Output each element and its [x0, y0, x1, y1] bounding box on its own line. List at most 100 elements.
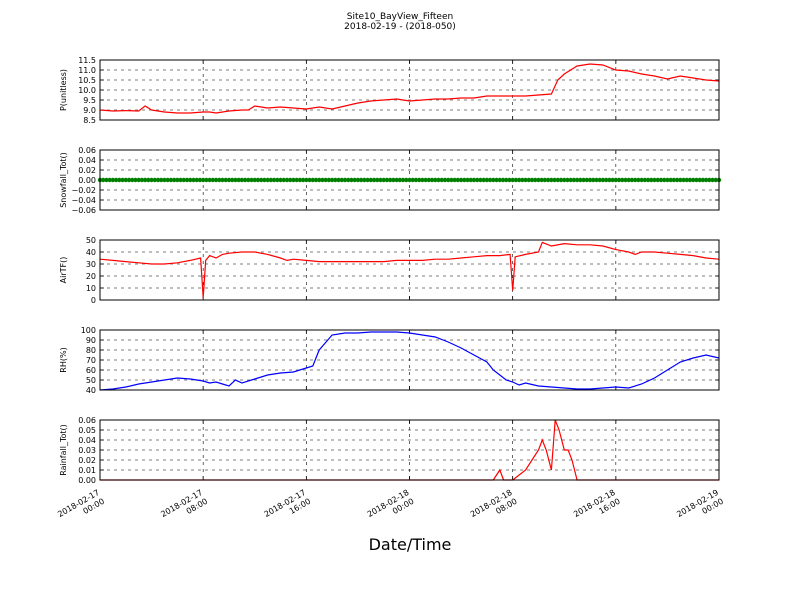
series-point: [536, 177, 541, 183]
series-point: [610, 177, 615, 183]
series-point: [288, 177, 293, 183]
series-point: [110, 177, 116, 183]
series-point: [355, 177, 361, 183]
series-point: [578, 177, 583, 183]
y-tick-label: 60: [86, 366, 96, 375]
axes-frame: [99, 329, 720, 391]
series-point: [710, 177, 715, 183]
series-point: [568, 177, 573, 183]
series-point: [645, 177, 651, 183]
series-point: [236, 177, 241, 183]
series-point: [242, 177, 248, 183]
series-point: [194, 177, 199, 183]
series-point: [265, 177, 270, 183]
y-tick-label: 100: [81, 326, 96, 335]
series-point: [381, 177, 386, 183]
series-point: [552, 177, 557, 183]
series-point: [165, 177, 170, 183]
series-point: [300, 177, 306, 183]
series-point: [594, 177, 599, 183]
series-point: [258, 177, 264, 183]
series-point: [184, 177, 190, 183]
series-point: [197, 177, 203, 183]
series-point: [639, 177, 644, 183]
series-point: [516, 177, 522, 183]
series-point: [678, 177, 683, 183]
series-point: [168, 177, 174, 183]
x-tick-label: 2018-02-1708:00: [159, 488, 209, 528]
y-tick-label: 40: [86, 248, 96, 257]
series-point: [478, 177, 483, 183]
series-point: [513, 177, 519, 183]
x-tick-label: 2018-02-1700:00: [56, 488, 106, 528]
y-tick-label: 8.5: [83, 116, 96, 125]
y-axis-label: Rainfall_Tot(): [59, 424, 68, 476]
series-point: [313, 177, 319, 183]
series-point: [117, 177, 122, 183]
series-point: [223, 177, 228, 183]
series-point: [458, 177, 464, 183]
series-point: [426, 177, 432, 183]
series-point: [384, 177, 390, 183]
series-point: [155, 177, 161, 183]
series-point: [146, 177, 151, 183]
series-point: [520, 177, 525, 183]
y-tick-label: 20: [86, 272, 96, 281]
y-tick-label: 50: [86, 376, 96, 385]
y-tick-label: 30: [86, 260, 96, 269]
subplot-panels: 8.59.09.510.010.511.011.5 P(unitless) −0.0…: [59, 56, 722, 485]
series-point: [661, 177, 667, 183]
series-point: [101, 177, 106, 183]
series-point: [291, 177, 296, 183]
series-point: [542, 177, 548, 183]
series-point: [294, 177, 299, 183]
series-point: [217, 177, 222, 183]
series-point: [636, 177, 641, 183]
series-point: [139, 177, 145, 183]
y-tick-label: 0.00: [78, 176, 96, 185]
series-point: [652, 177, 657, 183]
series-point: [420, 177, 425, 183]
series-point: [210, 177, 216, 183]
y-tick-label: 0.00: [78, 476, 96, 485]
series-point: [549, 177, 554, 183]
chart-title-line1: Site10_BayView_Fifteen: [347, 12, 453, 22]
y-tick-label: 0.06: [78, 146, 96, 155]
series-point: [668, 177, 673, 183]
series-point: [665, 177, 670, 183]
series-point: [603, 177, 609, 183]
series-point: [565, 177, 570, 183]
series-point: [307, 177, 312, 183]
y-tick-label: 80: [86, 346, 96, 355]
series-point: [297, 177, 303, 183]
series-point: [452, 177, 457, 183]
series-point: [387, 177, 393, 183]
subplot-2: −0.06−0.04−0.020.000.020.040.06 Snowfall_…: [59, 146, 722, 215]
series-point: [632, 177, 638, 183]
series-point: [471, 177, 477, 183]
y-tick-label: −0.02: [71, 186, 96, 195]
series-line: [99, 331, 720, 391]
series-point: [284, 177, 290, 183]
series-point: [252, 177, 257, 183]
series-point: [707, 177, 712, 183]
y-tick-label: 0: [91, 296, 96, 305]
y-tick-label: 11.0: [78, 66, 96, 75]
series-point: [320, 177, 325, 183]
y-tick-label: −0.04: [71, 196, 96, 205]
y-tick-label: 9.0: [83, 106, 96, 115]
series-point: [159, 177, 164, 183]
series-point: [416, 177, 422, 183]
series-point: [255, 177, 261, 183]
y-tick-label: 9.5: [83, 96, 96, 105]
series-point: [407, 177, 412, 183]
series-point: [697, 177, 702, 183]
series-point: [558, 177, 564, 183]
series-point: [229, 177, 235, 183]
y-tick-label: 70: [86, 356, 96, 365]
series-point: [326, 177, 332, 183]
y-axis-label: Snowfall_Tot(): [59, 152, 68, 208]
series-point: [404, 177, 409, 183]
y-tick-label: 0.01: [78, 466, 96, 475]
